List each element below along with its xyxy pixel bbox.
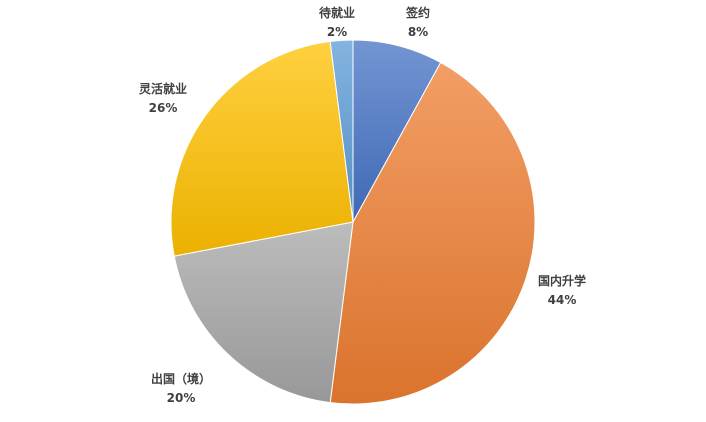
pie-slice-3 xyxy=(173,221,354,404)
slice-category-label: 出国（境） xyxy=(151,371,211,386)
pie-slice-5 xyxy=(329,39,354,223)
labels-layer: 签约 8% 国内升学 44% 出国（境） 20% 灵活就业 26% 待就业 2% xyxy=(139,5,586,405)
slice-category-label: 签约 xyxy=(405,5,430,20)
slice-category-label: 待就业 xyxy=(319,5,355,20)
pie-slice-1 xyxy=(352,39,442,223)
slice-percent-label: 2% xyxy=(327,25,347,39)
pie-slice-4 xyxy=(170,40,354,257)
slice-percent-label: 20% xyxy=(167,391,196,405)
pie-slice-2 xyxy=(329,61,536,405)
slices-layer xyxy=(170,39,536,405)
slice-category-label: 灵活就业 xyxy=(139,81,187,96)
slice-percent-label: 8% xyxy=(408,25,428,39)
slice-percent-label: 44% xyxy=(548,293,577,307)
slice-percent-label: 26% xyxy=(149,101,178,115)
slice-category-label: 国内升学 xyxy=(538,273,586,288)
